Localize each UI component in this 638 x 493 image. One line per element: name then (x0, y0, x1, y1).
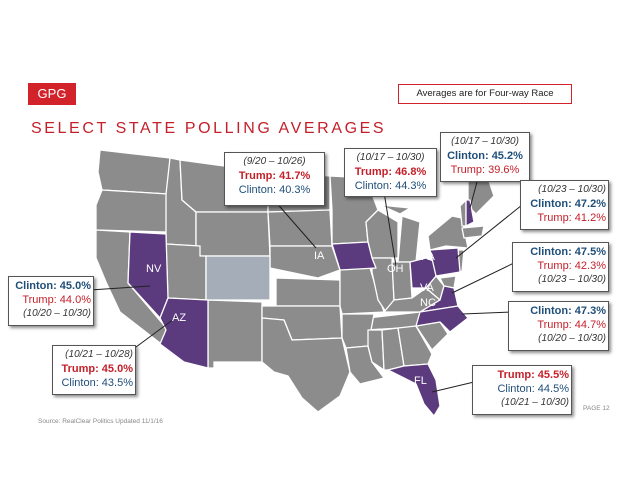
poll-trump: Trump: 46.8% (354, 166, 427, 178)
poll-date: (10/23 – 10/30) (538, 184, 606, 195)
source-note: Source: RealClear Politics Updated 11/1/… (38, 418, 163, 425)
poll-date: (10/21 – 10/30) (501, 397, 569, 408)
poll-box-az: (10/21 – 10/28) Trump: 45.0% Clinton: 43… (52, 345, 136, 395)
state-ne (269, 245, 341, 279)
state-fl-shape (387, 363, 441, 417)
poll-box-nv: Clinton: 45.0% Trump: 44.0% (10/20 – 10/… (8, 276, 94, 326)
poll-trump: Trump: 45.5% (497, 369, 569, 381)
gpg-logo: GPG (28, 83, 76, 105)
poll-box-nh: (10/17 – 10/30) Clinton: 45.2% Trump: 39… (440, 132, 530, 182)
poll-box-pa: (10/23 – 10/30) Clinton: 47.2% Trump: 41… (520, 180, 609, 230)
state-nh-shape (465, 199, 475, 227)
poll-clinton: Clinton: 47.5% (530, 246, 606, 258)
poll-date: (10/20 – 10/30) (23, 308, 91, 319)
state-label-fl: FL (414, 375, 427, 387)
poll-clinton: Clinton: 43.5% (61, 377, 133, 389)
poll-clinton: Clinton: 44.5% (497, 383, 569, 395)
state-ut (165, 243, 207, 301)
poll-date: (10/17 – 10/30) (356, 152, 425, 163)
state-ma (461, 225, 485, 239)
poll-trump: Trump: 41.2% (537, 212, 606, 224)
poll-box-ia: (9/20 – 10/26) Trump: 41.7% Clinton: 40.… (224, 152, 325, 206)
state-nm (207, 299, 263, 369)
poll-clinton: Clinton: 40.3% (238, 184, 311, 196)
state-pa-shape (429, 247, 461, 277)
poll-clinton: Clinton: 47.3% (530, 305, 606, 317)
leader-pa (455, 204, 523, 259)
state-label-ia: IA (314, 250, 325, 262)
leader-nv (89, 285, 151, 291)
page-number: PAGE 12 (583, 405, 610, 412)
poll-box-fl: Trump: 45.5% Clinton: 44.5% (10/21 – 10/… (472, 365, 572, 415)
state-ia-shape (331, 241, 377, 271)
poll-date: (9/20 – 10/26) (243, 156, 306, 167)
poll-trump: Trump: 42.3% (537, 260, 606, 272)
poll-date: (10/20 – 10/30) (538, 333, 606, 344)
state-nc-shape (415, 305, 469, 333)
state-or (95, 189, 169, 233)
leader-oh (383, 191, 397, 267)
state-ks (275, 277, 341, 307)
state-ms (367, 329, 385, 371)
state-az-shape (159, 297, 209, 369)
state-label-nc: NC (420, 297, 436, 309)
state-label-nv: NV (146, 263, 162, 275)
leader-az (131, 315, 179, 351)
leader-va (451, 261, 517, 294)
state-wy (195, 211, 271, 257)
poll-trump: Trump: 39.6% (450, 164, 520, 176)
state-wa (97, 149, 171, 195)
state-label-va: VA (420, 282, 434, 294)
state-ga (397, 325, 433, 367)
state-tx (261, 317, 351, 413)
state-label-oh: OH (387, 263, 404, 275)
state-sd (267, 209, 333, 247)
poll-clinton: Clinton: 45.0% (15, 280, 91, 292)
averages-note: Averages are for Four-way Race (398, 84, 572, 104)
poll-date: (10/23 – 10/30) (538, 274, 606, 285)
poll-clinton: Clinton: 45.2% (447, 150, 523, 162)
state-co-shape (205, 255, 271, 301)
poll-date: (10/17 – 10/30) (451, 136, 519, 147)
poll-box-oh: (10/17 – 10/30) Trump: 46.8% Clinton: 44… (344, 148, 437, 197)
poll-clinton: Clinton: 44.3% (354, 180, 427, 192)
poll-trump: Trump: 44.7% (537, 319, 606, 331)
state-label-az: AZ (172, 312, 187, 324)
leader-fl (431, 381, 475, 393)
poll-trump: Trump: 41.7% (238, 170, 311, 182)
poll-date: (10/21 – 10/28) (65, 349, 133, 360)
leader-nc (461, 311, 513, 315)
poll-trump: Trump: 44.0% (22, 294, 91, 306)
page-title: SELECT STATE POLLING AVERAGES (31, 120, 387, 137)
poll-box-va: Clinton: 47.5% Trump: 42.3% (10/23 – 10/… (512, 242, 609, 292)
leader-ia (273, 199, 317, 249)
state-label-pa: PA (421, 251, 435, 263)
poll-box-nc: Clinton: 47.3% Trump: 44.7% (10/20 – 10/… (508, 301, 609, 351)
leader-nh (469, 177, 479, 209)
poll-clinton: Clinton: 47.2% (530, 198, 606, 210)
poll-trump: Trump: 45.0% (61, 363, 133, 375)
